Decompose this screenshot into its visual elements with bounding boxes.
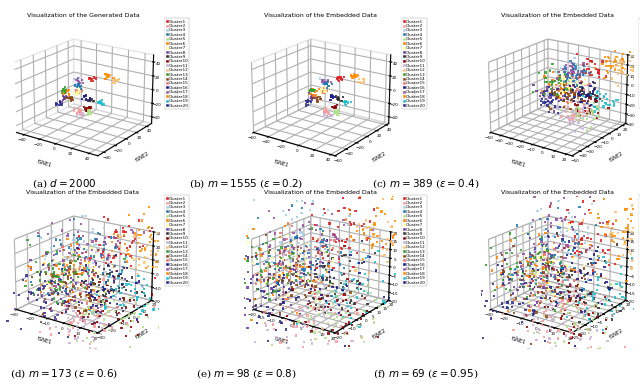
- X-axis label: tSNE1: tSNE1: [36, 159, 52, 168]
- X-axis label: tSNE1: tSNE1: [273, 159, 289, 168]
- Y-axis label: tSNE2: tSNE2: [371, 328, 387, 339]
- Y-axis label: tSNE2: tSNE2: [609, 328, 624, 339]
- Text: (a) $d = 2000$: (a) $d = 2000$: [32, 177, 96, 190]
- Legend: Cluster1, Cluster2, Cluster3, Cluster4, Cluster5, Cluster6, Cluster7, Cluster8, : Cluster1, Cluster2, Cluster3, Cluster4, …: [164, 195, 189, 286]
- Text: (c) $m = 389$ ($\epsilon = 0.4$): (c) $m = 389$ ($\epsilon = 0.4$): [372, 177, 479, 190]
- Y-axis label: tSNE2: tSNE2: [609, 151, 624, 162]
- Title: Visualization of the Generated Data: Visualization of the Generated Data: [26, 13, 140, 18]
- Text: (e) $m = 98$ ($\epsilon = 0.8$): (e) $m = 98$ ($\epsilon = 0.8$): [196, 367, 297, 380]
- X-axis label: tSNE1: tSNE1: [511, 159, 526, 168]
- Legend: Cluster1, Cluster2, Cluster3, Cluster4, Cluster5, Cluster6, Cluster7, Cluster8, : Cluster1, Cluster2, Cluster3, Cluster4, …: [639, 18, 640, 109]
- X-axis label: tSNE1: tSNE1: [36, 336, 52, 345]
- Legend: Cluster1, Cluster2, Cluster3, Cluster4, Cluster5, Cluster6, Cluster7, Cluster8, : Cluster1, Cluster2, Cluster3, Cluster4, …: [164, 18, 189, 109]
- Y-axis label: tSNE2: tSNE2: [371, 151, 387, 162]
- X-axis label: tSNE1: tSNE1: [273, 336, 289, 345]
- Title: Visualization of the Embedded Data: Visualization of the Embedded Data: [500, 190, 614, 195]
- Y-axis label: tSNE2: tSNE2: [134, 328, 150, 339]
- Title: Visualization of the Embedded Data: Visualization of the Embedded Data: [500, 13, 614, 18]
- Legend: Cluster1, Cluster2, Cluster3, Cluster4, Cluster5, Cluster6, Cluster7, Cluster8, : Cluster1, Cluster2, Cluster3, Cluster4, …: [402, 195, 426, 286]
- Y-axis label: tSNE2: tSNE2: [134, 151, 150, 162]
- Legend: Cluster1, Cluster2, Cluster3, Cluster4, Cluster5, Cluster6, Cluster7, Cluster8, : Cluster1, Cluster2, Cluster3, Cluster4, …: [402, 18, 426, 109]
- Text: (d) $m = 173$ ($\epsilon = 0.6$): (d) $m = 173$ ($\epsilon = 0.6$): [10, 367, 118, 380]
- Title: Visualization of the Embedded Data: Visualization of the Embedded Data: [26, 190, 140, 195]
- Text: (b) $m = 1555$ ($\epsilon = 0.2$): (b) $m = 1555$ ($\epsilon = 0.2$): [189, 177, 303, 190]
- Legend: Cluster1, Cluster2, Cluster3, Cluster4, Cluster5, Cluster6, Cluster7, Cluster8, : Cluster1, Cluster2, Cluster3, Cluster4, …: [639, 195, 640, 286]
- Title: Visualization of the Embedded Data: Visualization of the Embedded Data: [264, 13, 376, 18]
- Title: Visualization of the Embedded Data: Visualization of the Embedded Data: [264, 190, 376, 195]
- Text: (f) $m = 69$ ($\epsilon = 0.95$): (f) $m = 69$ ($\epsilon = 0.95$): [373, 367, 478, 380]
- X-axis label: tSNE1: tSNE1: [511, 336, 526, 345]
